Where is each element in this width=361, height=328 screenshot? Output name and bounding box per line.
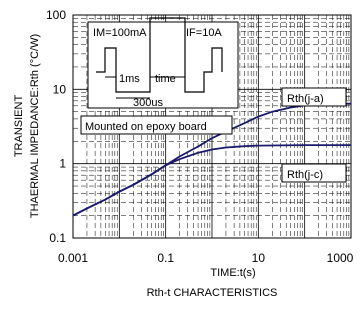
inset-im-label: IM=100mA xyxy=(93,27,147,39)
y-tick-label: 0.1 xyxy=(49,231,66,245)
mounted-label: Mounted on epoxy board xyxy=(85,121,207,133)
series-label-rth-jc: Rth(j-c) xyxy=(287,169,323,181)
y-axis-label-line1: TRANSIENT xyxy=(13,95,25,158)
x-tick-label: 0.001 xyxy=(58,251,88,265)
inset-time-label: time xyxy=(155,73,176,85)
x-tick-label: 0.1 xyxy=(157,251,174,265)
series-line-rth-jc xyxy=(72,144,351,217)
y-tick-label: 100 xyxy=(46,8,66,22)
x-tick-labels: 0.001 0.1 10 1000 xyxy=(58,251,354,265)
x-axis-label: TIME:t(s) xyxy=(210,267,255,279)
inset-pulse-diagram: IM=100mA IF=10A 1ms time 300us xyxy=(87,17,239,109)
inset-if-label: IF=10A xyxy=(186,27,222,39)
y-axis-label-line2: THAERMAL IMPEDANCE:Rth (°C/W) xyxy=(29,34,41,218)
chart-title: Rth-t CHARACTERISTICS xyxy=(147,287,278,299)
rth-jc-box xyxy=(281,163,347,183)
inset-300us-label: 300us xyxy=(133,97,163,109)
x-tick-label: 10 xyxy=(252,251,266,265)
x-tick-label: 1000 xyxy=(327,251,354,265)
rth-ja-box xyxy=(281,87,347,107)
inset-box xyxy=(87,21,239,109)
y-tick-labels: 0.1 1 10 100 xyxy=(46,8,66,245)
series-label-rth-ja: Rth(j-a) xyxy=(287,93,324,105)
y-tick-label: 10 xyxy=(53,82,67,96)
inset-1ms-label: 1ms xyxy=(119,73,140,85)
mounted-box xyxy=(80,115,233,135)
pulse-waveform xyxy=(96,17,223,93)
y-tick-label: 1 xyxy=(59,157,66,171)
